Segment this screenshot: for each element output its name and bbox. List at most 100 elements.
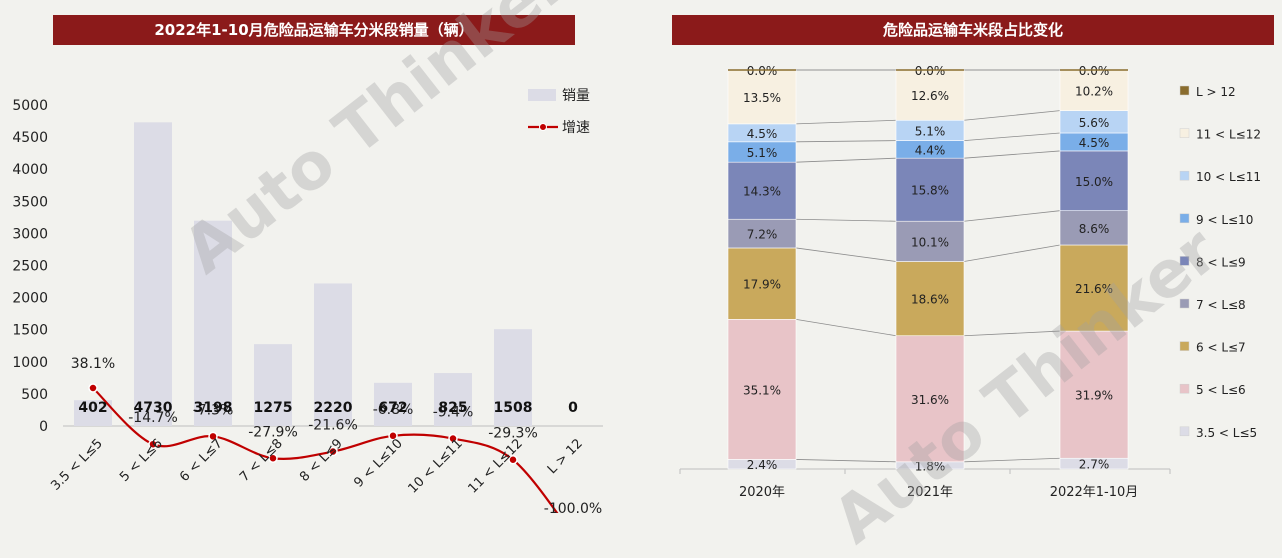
stacked-segment [727,247,797,320]
segment-data-label: 7.2% [747,228,778,242]
growth-data-label: -7.3% [193,402,234,418]
series-connector-line [795,318,897,337]
x-category-label: 8 < L≤9 [297,436,346,485]
growth-data-label: -14.7% [128,410,178,426]
stacked-segment [895,335,965,463]
legend-swatch [1179,213,1190,224]
stacked-segment [727,69,797,125]
bar-sales [194,220,232,426]
x-category-label: 5 < L≤6 [117,436,166,485]
bar-sales [74,400,112,426]
growth-data-label: -6.8% [373,402,414,418]
bar-data-label: 402 [78,400,107,416]
right-chart-svg: 2.4% 35.1% 17.9% 7.2% 14.3% 5.1% 4.5% 13.5% 0.0%… [679,64,1261,500]
segment-data-label: 0.0% [915,64,946,78]
x-category-label: 2021年 [907,485,953,500]
segment-data-label: 2.7% [1079,458,1110,472]
segment-data-label: 12.6% [911,89,949,103]
series-connector-line [963,244,1061,262]
segment-data-label: 1.8% [915,459,946,473]
growth-data-label: 38.1% [71,356,115,372]
left-chart-panel: 2022年1-10月危险品运输车分米段销量（辆） 0 500 1000 1500 200… [0,0,640,513]
legend-line-marker [539,123,547,131]
growth-point [448,433,458,444]
growth-point [268,453,278,464]
y-tick-label: 500 [21,387,48,403]
legend-line-label: 增速 [562,120,590,136]
legend-label: 6 < L≤7 [1196,341,1246,355]
right-chart-title: 危险品运输车米段占比变化 [672,15,1274,45]
segment-data-label: 8.6% [1079,222,1110,236]
right-chart-panel: 危险品运输车米段占比变化 2.4% 35.1% 17.9% 7.2% 14.3% 5.1%… [640,0,1282,513]
growth-point [328,446,338,457]
stacked-segment [1059,330,1129,459]
legend-bar-swatch [528,89,556,101]
segment-data-label: 31.6% [911,393,949,407]
growth-data-label: -100.0% [544,501,602,513]
series-connector-line [963,330,1061,337]
x-category-label: 11 < L≤12 [465,436,525,496]
growth-point [88,383,98,393]
legend-bar-label: 销量 [562,88,590,104]
stacked-segment [895,261,965,337]
legend-label: 10 < L≤11 [1196,170,1261,184]
segment-data-label: 17.9% [743,278,781,292]
segment-data-label: 5.6% [1079,116,1110,130]
series-connector-line [963,110,1061,121]
y-tick-label: 1000 [12,355,48,371]
x-category-label: 2020年 [739,485,785,500]
legend-label: L > 12 [1196,85,1236,99]
segment-data-label: 15.0% [1075,175,1113,189]
x-category-label: 7 < L≤8 [237,436,286,485]
series-connector-line [795,140,897,143]
growth-data-label: -21.6% [308,418,358,434]
left-chart-svg: 0 500 1000 1500 2000 2500 3000 3500 4000 4500 5000… [12,88,603,513]
stacked-segment [895,69,965,121]
segment-data-label: 0.0% [1079,64,1110,78]
segment-data-label: 2.4% [747,458,778,472]
bar-data-label: 1275 [254,400,293,416]
legend-swatch [1179,256,1190,266]
bar-data-label: 825 [438,400,467,416]
bar-sales [254,344,292,426]
y-tick-label: 4500 [12,130,48,146]
stacked-segment [1059,244,1129,332]
growth-point [208,431,218,442]
left-chart-title: 2022年1-10月危险品运输车分米段销量（辆） [53,15,575,45]
bar-sales [374,382,412,426]
legend-swatch [1179,341,1190,351]
bar-data-label: 672 [378,400,407,416]
legend-swatch [1179,170,1190,181]
segment-data-label: 31.9% [1075,389,1113,403]
legend-label: 11 < L≤12 [1196,128,1261,142]
series-connector-line [795,119,897,125]
y-tick-label: 0 [39,419,48,435]
y-tick-label: 2500 [12,259,48,275]
y-tick-label: 3500 [12,194,48,210]
segment-data-label: 0.0% [747,64,778,78]
series-connector-line [795,218,897,222]
segment-data-label: 4.5% [1079,136,1110,150]
bar-data-label: 1508 [494,400,533,416]
growth-point [388,431,398,441]
y-tick-label: 5000 [12,98,48,114]
bar-data-label: 0 [568,400,578,416]
y-tick-label: 2000 [12,291,48,307]
segment-data-label: 21.6% [1075,282,1113,296]
stacked-segment [1059,210,1129,246]
series-connector-line [963,150,1061,159]
growth-data-label: -27.9% [248,424,298,440]
growth-data-label: -29.3% [488,426,538,442]
growth-point [148,439,158,449]
y-tick-label: 1500 [12,323,48,339]
series-connector-line [963,132,1061,142]
series-connector-line [795,459,897,463]
stacked-segment [1059,150,1129,212]
legend-label: 3.5 < L≤5 [1196,426,1257,440]
legend-swatch [1179,426,1190,437]
legend-swatch [1179,298,1190,309]
legend-swatch [1179,85,1190,96]
growth-data-label: -9.4% [433,405,474,421]
x-category-label: 6 < L≤7 [177,436,226,485]
segment-data-label: 5.1% [915,124,946,138]
